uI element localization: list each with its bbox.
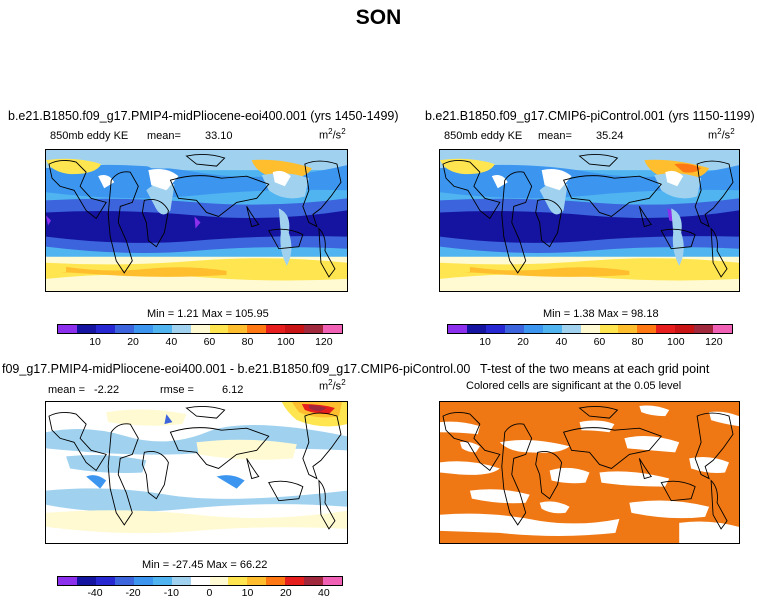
colorbar-tick: 100: [667, 336, 685, 348]
colorbar-tick: -20: [125, 587, 141, 599]
colorbar-swatch: [266, 325, 286, 333]
colorbar-swatch: [171, 325, 191, 333]
colorbar-tick: 120: [705, 336, 723, 348]
panel4-subtitle: Colored cells are significant at the 0.0…: [466, 380, 682, 392]
colorbar-swatch: [448, 325, 467, 333]
colorbar-swatch: [637, 325, 657, 333]
panel2-mean-value: 35.24: [596, 130, 624, 142]
colorbar-tick: 100: [277, 336, 295, 348]
colorbar-swatch: [466, 325, 486, 333]
colorbar-swatch: [152, 325, 172, 333]
panel1-field-label: 850mb eddy KE: [50, 130, 129, 142]
colorbar-swatch: [76, 325, 96, 333]
colorbar-swatch: [247, 577, 267, 585]
colorbar-swatch: [304, 577, 324, 585]
colorbar-tick: 0: [206, 587, 213, 599]
panel1-mean-label: mean=: [147, 130, 181, 142]
colorbar-swatch: [76, 577, 96, 585]
colorbar-swatch: [58, 577, 77, 585]
colorbar-swatch: [266, 577, 286, 585]
panel2-units: m2/s2: [708, 127, 735, 142]
colorbar-swatch: [285, 325, 305, 333]
panel3-units: m2/s2: [319, 378, 346, 393]
colorbar-swatch: [599, 325, 619, 333]
panel4-title: T-test of the two means at each grid poi…: [480, 362, 710, 376]
colorbar-tick: 40: [165, 336, 178, 348]
colorbar-tick: 10: [241, 587, 254, 599]
colorbar-tick: 120: [315, 336, 333, 348]
panel3-map: [45, 401, 348, 544]
panel4-map: [439, 401, 740, 544]
panel1-colorbar-ticks: 10 20 40 60 80 100 120: [57, 336, 343, 350]
panel2-minmax: Min = 1.38 Max = 98.18: [543, 308, 659, 320]
colorbar-tick: 60: [203, 336, 216, 348]
colorbar-swatch: [580, 325, 600, 333]
colorbar-tick: 40: [317, 587, 330, 599]
figure-title: SON: [355, 6, 402, 29]
panel3-title: f09_g17.PMIP4-midPliocene-eoi400.001 - b…: [2, 362, 470, 376]
colorbar-swatch: [228, 325, 248, 333]
panel2-field-label: 850mb eddy KE: [444, 130, 523, 142]
colorbar-tick: 20: [517, 336, 529, 348]
colorbar-swatch: [504, 325, 524, 333]
panel2-colorbar-ticks: 10 20 40 60 80 100 120: [447, 336, 733, 350]
colorbar-swatch: [285, 577, 305, 585]
colorbar-swatch: [190, 577, 210, 585]
colorbar-swatch: [618, 325, 638, 333]
colorbar-swatch: [114, 577, 134, 585]
colorbar-tick: 80: [631, 336, 644, 348]
colorbar-swatch: [171, 577, 191, 585]
colorbar-swatch: [485, 325, 505, 333]
colorbar-swatch: [190, 325, 210, 333]
colorbar-tick: 40: [555, 336, 568, 348]
colorbar-swatch: [228, 577, 248, 585]
panel2-colorbar: [447, 324, 733, 334]
colorbar-swatch: [713, 325, 733, 333]
panel2-title: b.e21.B1850.f09_g17.CMIP6-piControl.001 …: [425, 109, 755, 123]
colorbar-swatch: [561, 325, 581, 333]
colorbar-swatch: [209, 325, 229, 333]
panel3-minmax: Min = -27.45 Max = 66.22: [142, 559, 268, 571]
colorbar-swatch: [133, 325, 153, 333]
panel2-map: [439, 149, 740, 292]
colorbar-swatch: [152, 577, 172, 585]
colorbar-swatch: [323, 325, 343, 333]
panel3-rmse-label: rmse =: [160, 384, 194, 396]
colorbar-swatch: [694, 325, 714, 333]
panel3-colorbar-ticks: -40 -20 -10 0 10 20 40: [57, 587, 343, 601]
panel3-colorbar: [57, 576, 343, 586]
panel3-mean-value: -2.22: [94, 384, 120, 396]
panel1-mean-value: 33.10: [205, 130, 233, 142]
panel1-map: [45, 149, 348, 292]
colorbar-swatch: [58, 325, 77, 333]
colorbar-tick: 10: [89, 336, 101, 348]
colorbar-swatch: [133, 577, 153, 585]
colorbar-swatch: [95, 325, 115, 333]
colorbar-tick: -40: [87, 587, 103, 599]
colorbar-swatch: [323, 577, 343, 585]
colorbar-tick: 20: [279, 587, 292, 599]
colorbar-swatch: [675, 325, 695, 333]
colorbar-swatch: [209, 577, 229, 585]
panel1-title: b.e21.B1850.f09_g17.PMIP4-midPliocene-eo…: [8, 109, 399, 123]
colorbar-swatch: [114, 325, 134, 333]
panel1-colorbar: [57, 324, 343, 334]
panel3-mean-label: mean =: [48, 384, 85, 396]
colorbar-swatch: [247, 325, 267, 333]
colorbar-swatch: [656, 325, 676, 333]
colorbar-swatch: [95, 577, 115, 585]
panel3-rmse-value: 6.12: [222, 384, 244, 396]
colorbar-tick: 20: [127, 336, 139, 348]
panel1-units: m2/s2: [319, 127, 346, 142]
colorbar-tick: 60: [593, 336, 606, 348]
panel2-mean-label: mean=: [538, 130, 572, 142]
colorbar-swatch: [542, 325, 562, 333]
colorbar-swatch: [523, 325, 543, 333]
panel1-minmax: Min = 1.21 Max = 105.95: [147, 308, 269, 320]
colorbar-tick: 80: [241, 336, 254, 348]
colorbar-swatch: [304, 325, 324, 333]
colorbar-tick: -10: [163, 587, 179, 599]
colorbar-tick: 10: [479, 336, 491, 348]
